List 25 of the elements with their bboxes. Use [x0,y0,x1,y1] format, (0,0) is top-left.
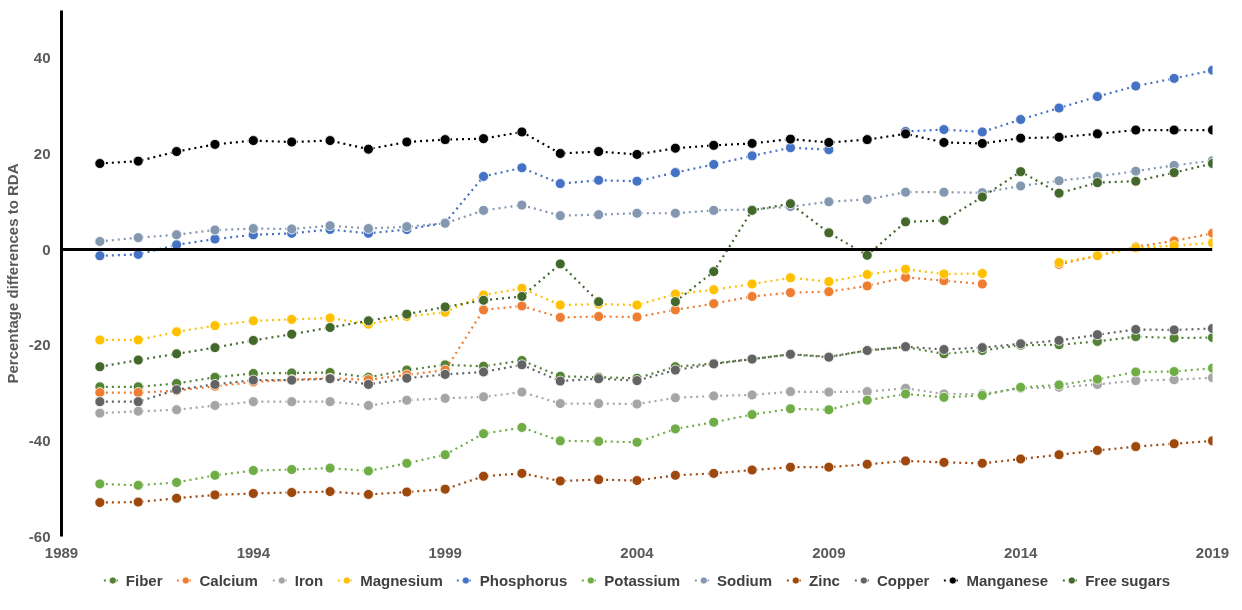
y-tick-label: -60 [28,527,51,545]
legend-label: Copper [876,571,930,589]
legend-label: Potassium [604,571,681,589]
legend-label: Calcium [199,571,258,589]
legend-label: Free sugars [1085,571,1171,589]
legend-label: Manganese [966,571,1049,589]
legend-label: Phosphorus [479,571,568,589]
x-tick-label: 2014 [1003,543,1039,561]
legend-label: Fiber [125,571,163,589]
x-tick-label: 1989 [44,543,79,561]
y-tick-label: -40 [28,431,51,449]
x-tick-label: 2019 [1195,543,1230,561]
legend-label: Magnesium [360,571,443,589]
x-tick-label: 2009 [812,543,846,561]
x-tick-label: 2004 [620,543,655,561]
x-tick-label: 1994 [236,543,271,561]
y-tick-label: 40 [33,49,51,67]
x-tick-label: 1999 [428,543,462,561]
legend-label: Sodium [717,571,773,589]
legend-label: Zinc [809,571,840,589]
legend-label: Iron [294,571,324,589]
y-tick-label: -20 [28,336,51,354]
y-axis-title: Percentage differences to RDA [3,163,21,384]
y-tick-label: 0 [42,240,51,258]
y-tick-label: 20 [33,144,51,162]
